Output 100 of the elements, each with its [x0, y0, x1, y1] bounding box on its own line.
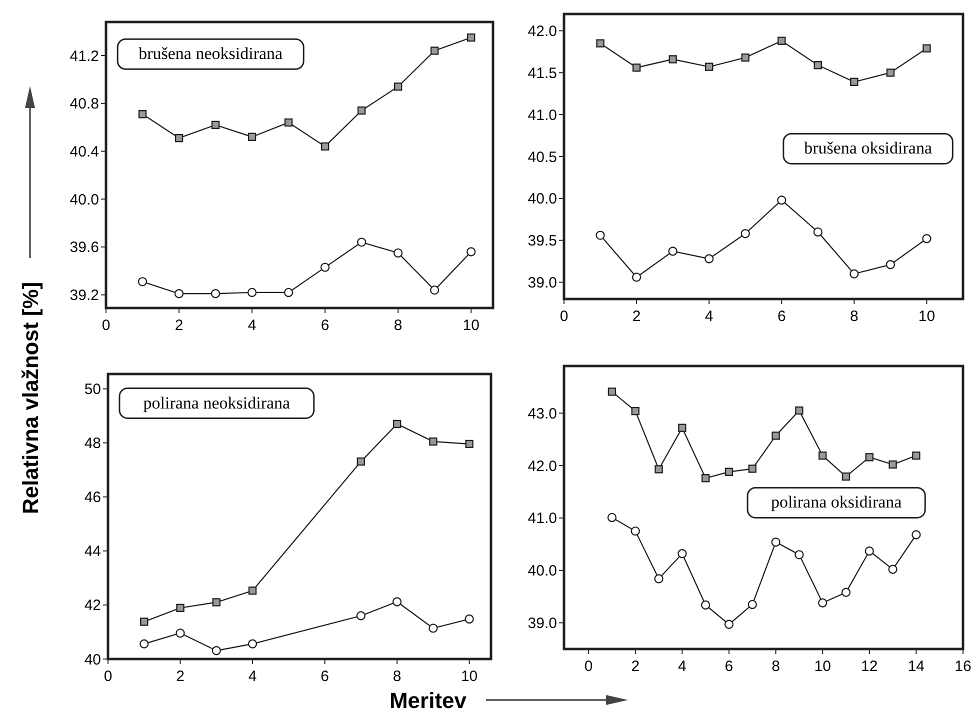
point [138, 110, 147, 118]
point [630, 526, 640, 536]
x-tick-label: 10 [918, 308, 936, 325]
point [678, 549, 687, 558]
x-tick-label: 10 [462, 317, 480, 334]
y-tick-label: 40.5 [528, 148, 557, 166]
point [176, 604, 184, 612]
point [888, 460, 897, 469]
x-tick-label: 4 [678, 658, 686, 675]
point [210, 289, 220, 298]
point [654, 465, 663, 474]
point [430, 285, 440, 295]
y-tick-label: 48 [84, 435, 101, 452]
point [429, 437, 438, 446]
point [772, 432, 780, 440]
point [886, 260, 896, 270]
point [678, 424, 686, 432]
point [922, 234, 932, 244]
point [248, 639, 258, 648]
y-tick-label: 40.8 [70, 96, 99, 113]
point [794, 550, 804, 560]
point [778, 36, 786, 45]
point [174, 134, 184, 142]
x-tick-label: 0 [102, 317, 110, 334]
x-tick-label: 0 [104, 668, 112, 685]
y-tick-label: 44 [84, 543, 101, 560]
point [392, 597, 402, 606]
point [466, 33, 476, 42]
x-tick-label: 12 [861, 658, 878, 675]
point [357, 106, 366, 115]
point [320, 142, 330, 151]
y-tick-label: 41.2 [70, 48, 99, 65]
x-tick-label: 6 [724, 658, 734, 675]
x-tick-label: 6 [777, 308, 786, 325]
x-tick-label: 6 [320, 668, 329, 685]
point [211, 120, 220, 130]
y-tick-label: 40.0 [70, 191, 99, 208]
point [668, 246, 678, 256]
x-tick-label: 16 [954, 658, 972, 675]
point [888, 564, 898, 574]
point [248, 132, 256, 141]
point [140, 618, 148, 626]
point [356, 457, 366, 466]
point [912, 530, 921, 540]
point [607, 512, 617, 522]
y-tick-label: 42.0 [528, 23, 557, 40]
point [912, 452, 920, 460]
text: brušena neoksidirana [138, 44, 284, 64]
point [654, 574, 664, 584]
x-tick-label: 6 [320, 317, 330, 334]
x-tick-label: 8 [850, 308, 858, 325]
y-tick-label: 39.5 [528, 232, 557, 250]
point [138, 277, 148, 286]
y-tick-label: 41.0 [528, 510, 557, 528]
point [248, 586, 257, 595]
x-tick-label: 4 [248, 317, 256, 334]
point [247, 288, 257, 298]
point [841, 588, 851, 597]
y-tick-label: 40.0 [528, 562, 557, 580]
x-tick-label: 2 [174, 317, 184, 334]
point [356, 238, 366, 247]
point [140, 639, 149, 648]
point [850, 78, 858, 86]
text: brušena oksidirana [804, 138, 932, 158]
y-tick-label: 41.5 [528, 64, 557, 82]
point [356, 611, 366, 620]
point [284, 118, 293, 127]
x-tick-label: 8 [772, 658, 780, 675]
point [748, 600, 757, 610]
text: polirana oksidirana [770, 492, 902, 512]
point [818, 598, 828, 608]
point [741, 53, 750, 62]
y-tick-label: 50 [84, 381, 101, 398]
point [212, 646, 221, 656]
point [704, 62, 714, 71]
y-axis-title: Relativna vlažnost [%] [18, 282, 43, 514]
y-tick-label: 39.2 [70, 287, 99, 304]
point [850, 269, 859, 278]
point [176, 628, 185, 638]
point [212, 598, 220, 606]
x-tick-label: 14 [908, 658, 925, 675]
x-tick-label: 0 [560, 308, 568, 325]
point [392, 420, 402, 428]
x-tick-label: 2 [632, 308, 641, 325]
point [814, 61, 822, 70]
point [818, 452, 827, 460]
point [608, 388, 616, 396]
point [704, 254, 714, 264]
point [668, 55, 677, 64]
point [842, 472, 850, 481]
point [864, 546, 874, 556]
x-tick-label: 10 [460, 668, 478, 685]
point [813, 227, 823, 237]
point [465, 440, 474, 448]
y-tick-label: 43.0 [528, 405, 557, 422]
y-tick-label: 40.0 [528, 190, 557, 208]
y-tick-label: 42 [84, 597, 101, 614]
x-tick-label: 10 [814, 658, 831, 675]
point [922, 44, 931, 52]
x-tick-label: 8 [392, 668, 402, 685]
